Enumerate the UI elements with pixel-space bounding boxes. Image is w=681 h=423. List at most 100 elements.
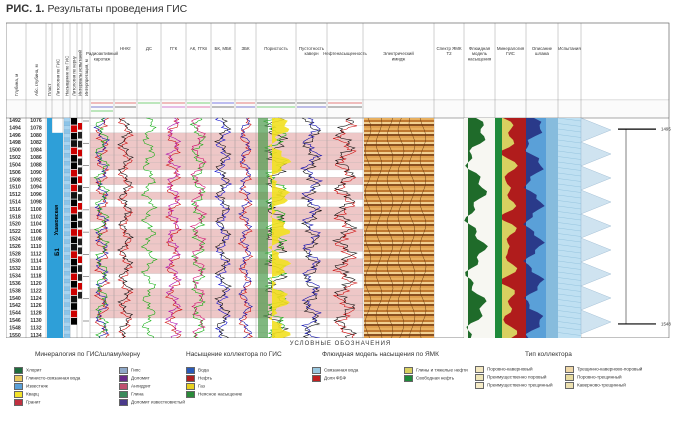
lithology-cell [63, 243, 71, 248]
lithology-cell [63, 149, 71, 154]
cuttings-hatch [557, 156, 582, 160]
image-stripe [364, 292, 434, 295]
depth-label: 1532 [9, 266, 21, 272]
lithology-cell [63, 255, 71, 260]
legend-label: Преимущественно поровый [487, 374, 547, 380]
image-stripe [364, 122, 434, 125]
legend-label: Глинисто-связанная вода [26, 375, 81, 381]
saturation-cell [71, 162, 77, 170]
core-lithology-cell [78, 149, 82, 157]
image-stripe [364, 214, 434, 217]
abs-depth-label: 1132 [30, 325, 41, 331]
lithology-cell [63, 314, 71, 319]
image-stripe [364, 282, 434, 285]
legend-swatch [312, 367, 321, 374]
image-stripe [364, 158, 434, 161]
abs-depth-label: 1078 [30, 125, 42, 131]
core-lithology-cell [78, 229, 82, 237]
image-stripe [364, 308, 434, 311]
column-header: Пласт [47, 84, 52, 96]
legend-swatch [119, 367, 128, 374]
image-stripe [364, 222, 434, 225]
formation-bar [47, 118, 52, 338]
saturation-cell [71, 280, 77, 288]
lithology-cell [63, 306, 71, 311]
depth-label: 1538 [9, 288, 21, 294]
image-stripe [364, 318, 434, 321]
column-header: ГГК [170, 46, 178, 51]
image-stripe [364, 288, 434, 291]
image-stripe [364, 298, 434, 301]
formation-name: Ушаковская [54, 205, 60, 235]
image-stripe [364, 188, 434, 191]
lithology-cell [63, 330, 71, 335]
test-depth-label: 1548 [661, 321, 671, 326]
image-stripe [364, 170, 434, 173]
abs-depth-label: 1096 [30, 192, 42, 198]
lithology-cell [63, 275, 71, 280]
image-stripe [364, 146, 434, 149]
image-stripe [364, 330, 434, 333]
depth-label: 1548 [9, 325, 21, 331]
image-stripe [364, 206, 434, 209]
legend-swatch [14, 375, 23, 382]
image-stripe [364, 328, 434, 331]
cuttings-hatch [557, 299, 582, 303]
cuttings-hatch [557, 222, 582, 226]
legend-label: Газ [198, 383, 205, 389]
image-stripe [364, 218, 434, 221]
abs-depth-label: 1134 [30, 333, 41, 338]
abs-depth-label: 1086 [30, 155, 42, 161]
abs-depth-label: 1130 [30, 318, 41, 324]
lithology-cell [63, 235, 71, 240]
saturation-cell [71, 243, 77, 251]
cuttings-hatch [557, 134, 582, 138]
cuttings-hatch [557, 304, 582, 309]
cuttings-hatch [557, 200, 582, 204]
lithology-cell [63, 251, 71, 256]
lithology-cell [63, 290, 71, 295]
lithology-cell [63, 192, 71, 197]
cuttings-hatch [557, 211, 582, 215]
cuttings-hatch [557, 161, 582, 166]
legend-swatch [14, 367, 23, 374]
legend-swatch [186, 391, 195, 398]
abs-depth-label: 1084 [30, 148, 42, 154]
image-fracture-trace [408, 117, 416, 338]
legend-item: Гранит [14, 399, 41, 406]
saturation-cell [71, 288, 77, 296]
saturation-cell [71, 206, 77, 214]
column-header: Литология по ГИС [56, 59, 61, 96]
saturation-cell [71, 155, 77, 162]
saturation-cell [71, 132, 77, 140]
log-curve [214, 117, 232, 338]
abs-depth-label: 1110 [31, 244, 42, 250]
cuttings-hatch [557, 326, 582, 331]
image-stripe [364, 302, 434, 305]
lithology-cell [63, 121, 71, 126]
abs-depth-label: 1098 [30, 199, 42, 205]
fluid-oil-fill [498, 118, 526, 338]
cuttings-hatch [557, 123, 582, 127]
legend-swatch [119, 399, 128, 406]
saturation-cell [71, 318, 77, 325]
image-stripe [364, 182, 434, 185]
depth-label: 1522 [9, 229, 21, 235]
lithology-cell [63, 180, 71, 185]
log-curve [117, 117, 134, 338]
legend-swatch [119, 391, 128, 398]
column-header: Описание шлама [532, 46, 553, 56]
legend-item: Кварц [14, 391, 39, 398]
image-stripe [364, 194, 434, 197]
image-stripe [364, 300, 434, 303]
legend-item: Трещинно-каверново-поровый [565, 366, 642, 373]
lithology-cell [63, 161, 71, 166]
depth-label: 1516 [9, 207, 21, 213]
cuttings-hatch [557, 332, 582, 336]
legend-label: Глина [131, 391, 144, 397]
image-stripe [364, 278, 434, 281]
saturation-cell [71, 199, 77, 207]
formation-layer-bar [52, 132, 63, 338]
image-stripe [364, 246, 434, 249]
depth-label: 1520 [9, 222, 21, 228]
